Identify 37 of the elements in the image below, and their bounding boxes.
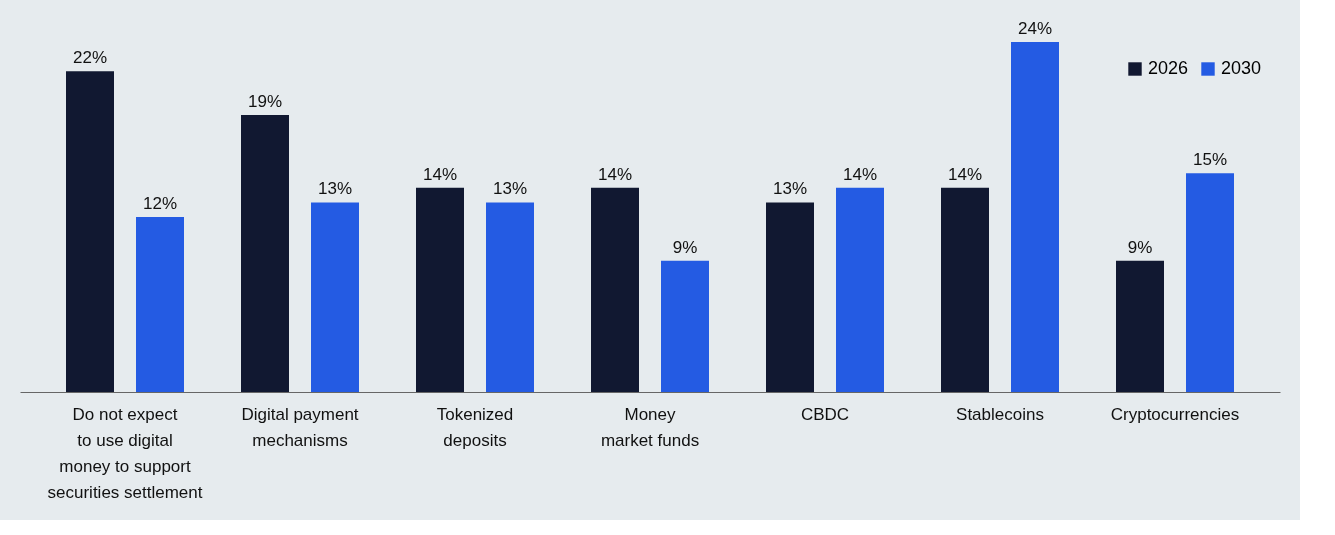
data-label: 22%: [72, 48, 108, 68]
bar: [1116, 260, 1164, 392]
bar: [136, 217, 184, 392]
bar: [1186, 173, 1234, 392]
bar: [486, 202, 534, 392]
x-tick-label: Tokenized deposits: [436, 404, 514, 450]
bar: [66, 71, 114, 392]
bar: [661, 260, 709, 392]
bar: [241, 114, 289, 392]
x-tick-label: Do not expect to use digital money to support securities settlement: [47, 404, 203, 502]
data-label: 14%: [947, 164, 983, 184]
x-tick-label: Money market funds: [600, 404, 700, 450]
data-label: 15%: [1192, 150, 1228, 170]
x-tick-label: Cryptocurrencies: [1110, 404, 1240, 424]
bar: [836, 187, 884, 392]
bar: [591, 187, 639, 392]
data-label: 24%: [1017, 19, 1053, 38]
data-label: 19%: [247, 91, 283, 111]
x-tick-label: Stablecoins: [956, 404, 1044, 424]
x-tick-label: CBDC: [800, 404, 850, 424]
bar: [766, 202, 814, 392]
data-label: 9%: [672, 237, 698, 257]
data-label: 13%: [772, 179, 808, 199]
bar: [941, 187, 989, 392]
bar: [1011, 42, 1059, 392]
legend-label: 2026: [1148, 58, 1189, 78]
x-tick-label: Digital payment mechanisms: [241, 404, 359, 450]
bar: [416, 187, 464, 392]
data-label: 14%: [597, 164, 633, 184]
legend-label: 2030: [1221, 58, 1262, 78]
data-label: 14%: [842, 164, 878, 184]
data-label: 9%: [1127, 237, 1153, 257]
data-label: 13%: [492, 179, 528, 199]
bar: [311, 202, 359, 392]
data-label: 13%: [317, 179, 353, 199]
data-label: 14%: [422, 164, 458, 184]
data-label: 12%: [142, 194, 178, 213]
